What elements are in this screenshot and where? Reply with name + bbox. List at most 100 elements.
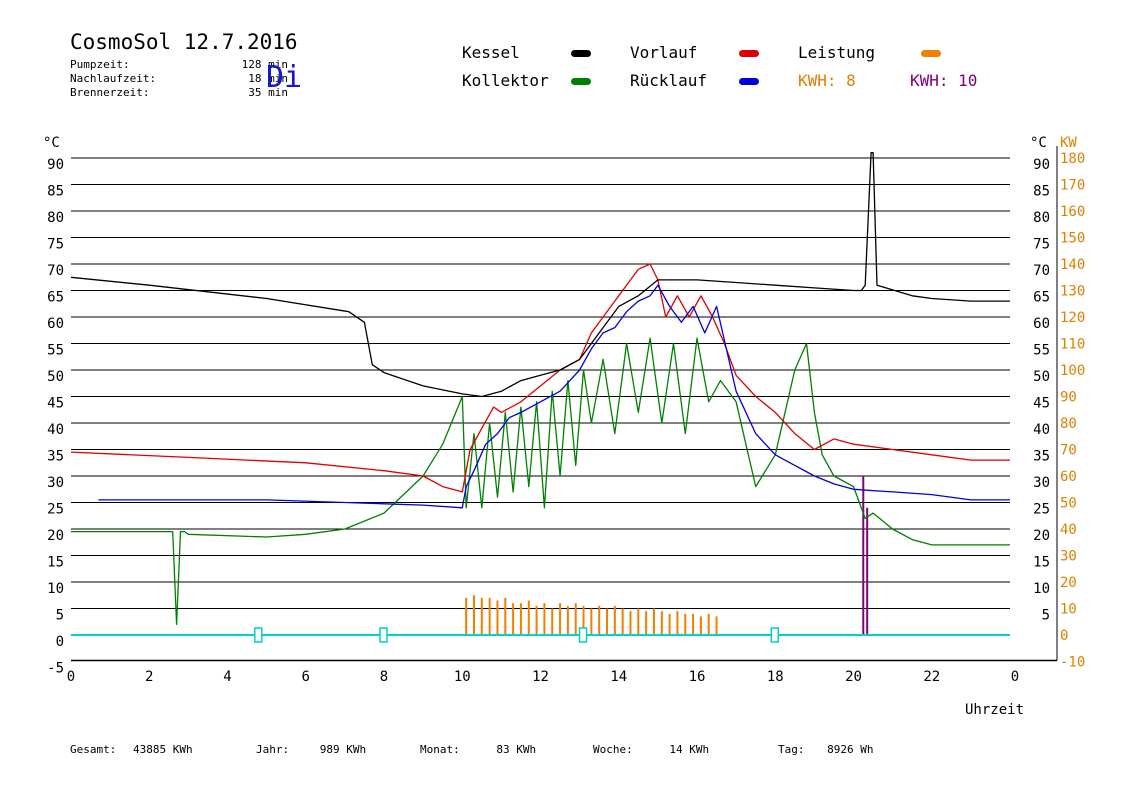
- y-tick-kw: 160: [1060, 204, 1085, 220]
- footer-label: Monat:: [420, 743, 460, 756]
- legend-ruecklauf-label: Rücklauf: [630, 71, 708, 90]
- x-tick-label: 20: [845, 669, 862, 685]
- info-nachlaufzeit: Nachlaufzeit: 18 min: [70, 72, 288, 85]
- y-tick-right: 50: [1033, 369, 1050, 385]
- series-kessel: [70, 152, 1010, 398]
- footer-monat: Monat: 83 KWh: [420, 743, 536, 756]
- legend-leistung-label: Leistung: [798, 43, 876, 62]
- legend-kollektor-swatch: [571, 78, 591, 85]
- footer-value: 83 KWh: [496, 743, 537, 756]
- y-tick-right: 15: [1033, 555, 1050, 571]
- info-value: 18 min: [248, 72, 288, 85]
- tick-labels: °C908580757065605550454035302520151050-5…: [43, 135, 1085, 685]
- bar-marks: [465, 476, 869, 635]
- info-value: 128 min: [241, 58, 288, 71]
- y-tick-kw: 130: [1060, 284, 1085, 300]
- y-tick-right: 30: [1033, 475, 1050, 491]
- x-tick-label: 0: [67, 669, 75, 685]
- weekday-label: Di: [266, 60, 303, 95]
- footer-label: Tag:: [778, 743, 805, 756]
- y-tick-kw: 180: [1060, 151, 1085, 167]
- y-tick-kw: 120: [1060, 310, 1085, 326]
- series-kollektor: [71, 337, 1010, 626]
- x-tick-label: 4: [223, 669, 231, 685]
- footer-value: 8926 Wh: [827, 743, 874, 756]
- legend-kessel-label: Kessel: [462, 43, 520, 62]
- y-tick-right: 20: [1033, 528, 1050, 544]
- y-axis-unit-kw: KW: [1060, 135, 1077, 151]
- series-ruecklauf: [98, 284, 1010, 509]
- y-tick-right: 75: [1033, 237, 1050, 253]
- footer-woche: Woche: 14 KWh: [593, 743, 709, 756]
- y-tick-kw: 70: [1060, 443, 1077, 459]
- y-tick-kw: 20: [1060, 575, 1077, 591]
- y-tick-kw: 170: [1060, 178, 1085, 194]
- info-pumpzeit: Pumpzeit: 128 min: [70, 58, 288, 71]
- x-tick-label: 8: [380, 669, 388, 685]
- x-tick-label: 2: [145, 669, 153, 685]
- y-tick-kw: 100: [1060, 363, 1085, 379]
- y-tick-kw: 0: [1060, 628, 1068, 644]
- y-tick-right: 40: [1033, 422, 1050, 438]
- y-tick-left: 50: [47, 369, 64, 385]
- footer-value: 989 KWh: [319, 743, 367, 756]
- y-tick-right: 10: [1033, 581, 1050, 597]
- footer-tag: Tag: 8926 Wh: [778, 743, 873, 756]
- y-tick-kw: 40: [1060, 522, 1077, 538]
- y-tick-right: 65: [1033, 290, 1050, 306]
- legend-kwh-2: KWH: 10: [910, 71, 978, 90]
- y-tick-kw: 30: [1060, 549, 1077, 565]
- series-vorlauf: [70, 263, 1010, 493]
- chart-title: CosmoSol 12.7.2016: [70, 30, 298, 54]
- y-axis-unit-right: °C: [1030, 135, 1047, 151]
- footer-label: Gesamt:: [70, 743, 117, 756]
- footer-value: 43885 KWh: [132, 743, 193, 756]
- y-tick-left: 5: [56, 608, 64, 624]
- info-brennerzeit: Brennerzeit: 35 min: [70, 86, 288, 99]
- y-tick-left: 65: [47, 290, 64, 306]
- y-axis-unit-left: °C: [43, 135, 60, 151]
- y-tick-left: 30: [47, 475, 64, 491]
- grid-lines: [71, 157, 1010, 609]
- y-tick-kw: -10: [1060, 655, 1085, 671]
- legend-kwh-1: KWH: 8: [798, 71, 856, 90]
- y-tick-kw: 150: [1060, 231, 1085, 247]
- baseline-marker: [379, 627, 388, 643]
- y-tick-left: 80: [47, 210, 64, 226]
- y-tick-left: 40: [47, 422, 64, 438]
- y-tick-left: 60: [47, 316, 64, 332]
- y-tick-kw: 80: [1060, 416, 1077, 432]
- x-tick-label: 22: [923, 669, 940, 685]
- y-tick-left: 25: [47, 502, 64, 518]
- y-tick-left: 55: [47, 343, 64, 359]
- y-tick-left: 15: [47, 555, 64, 571]
- series-lines: [70, 152, 1010, 643]
- footer-jahr: Jahr: 989 KWh: [256, 743, 366, 756]
- y-tick-right: 5: [1042, 608, 1050, 624]
- x-tick-label: 6: [302, 669, 310, 685]
- info-label: Pumpzeit:: [70, 58, 130, 71]
- legend-vorlauf-label: Vorlauf: [630, 43, 698, 62]
- info-label: Nachlaufzeit:: [70, 72, 157, 85]
- y-tick-right: 45: [1033, 396, 1050, 412]
- y-tick-left: 85: [47, 184, 64, 200]
- legend-kessel-swatch: [571, 50, 591, 57]
- y-tick-left: 10: [47, 581, 64, 597]
- y-tick-kw: 140: [1060, 257, 1085, 273]
- baseline-marker: [578, 627, 588, 643]
- x-axis-label: Uhrzeit: [965, 702, 1025, 718]
- y-tick-left: -5: [47, 661, 64, 677]
- x-tick-label: 14: [610, 669, 627, 685]
- y-tick-kw: 60: [1060, 469, 1077, 485]
- y-tick-right: 90: [1033, 157, 1050, 173]
- y-tick-left: 0: [56, 634, 64, 650]
- legend-vorlauf-swatch: [739, 50, 759, 57]
- baseline-marker: [254, 627, 263, 643]
- y-tick-left: 35: [47, 449, 64, 465]
- y-tick-left: 20: [47, 528, 64, 544]
- y-tick-kw: 90: [1060, 390, 1077, 406]
- y-tick-left: 70: [47, 263, 64, 279]
- y-tick-right: 80: [1033, 210, 1050, 226]
- legend-kollektor-label: Kollektor: [462, 71, 549, 90]
